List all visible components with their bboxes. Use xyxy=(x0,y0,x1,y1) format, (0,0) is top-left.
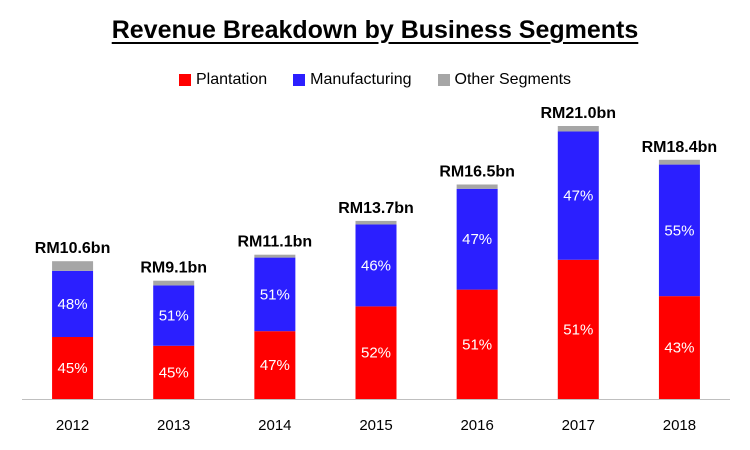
legend-swatch-plantation xyxy=(178,74,191,86)
bar-segment-plantation-2015 xyxy=(355,306,397,399)
bar-segment-other-segments-2017 xyxy=(557,126,599,132)
bar-segment-other-segments-2012 xyxy=(52,261,94,271)
data-label-plantation-2015: 52% xyxy=(361,345,391,362)
data-label-manufacturing-2012: 48% xyxy=(58,296,88,313)
x-tick-label-2013: 2013 xyxy=(157,417,190,434)
data-label-manufacturing-2015: 46% xyxy=(361,257,391,274)
data-label-manufacturing-2014: 51% xyxy=(260,286,290,303)
legend: Plantation Manufacturing Other Segments xyxy=(0,71,750,89)
bar-segment-other-segments-2015 xyxy=(355,220,397,225)
legend-item-plantation: Plantation xyxy=(178,71,268,89)
bar-segment-plantation-2013 xyxy=(153,345,195,399)
bar-segment-other-segments-2018 xyxy=(658,159,700,165)
data-label-plantation-2018: 43% xyxy=(664,340,694,357)
data-label-plantation-2014: 47% xyxy=(260,357,290,374)
data-label-manufacturing-2017: 47% xyxy=(563,188,593,205)
total-label-2014: RM11.1bn xyxy=(238,234,313,251)
bar-segment-plantation-2017 xyxy=(557,259,599,399)
x-tick-label-2017: 2017 xyxy=(562,417,595,434)
bar-segment-manufacturing-2016 xyxy=(456,188,498,290)
bar-segment-other-segments-2016 xyxy=(456,184,498,189)
x-tick-label-2014: 2014 xyxy=(258,417,291,434)
bar-segment-manufacturing-2018 xyxy=(658,164,700,297)
bar-segment-plantation-2016 xyxy=(456,289,498,399)
data-label-manufacturing-2018: 55% xyxy=(664,222,694,239)
legend-item-other-segments: Other Segments xyxy=(437,71,572,89)
bar-segment-manufacturing-2015 xyxy=(355,224,397,307)
total-label-2017: RM21.0bn xyxy=(540,105,616,122)
bar-segment-plantation-2014 xyxy=(254,331,296,399)
bar-segment-plantation-2018 xyxy=(658,296,700,399)
bar-segment-manufacturing-2012 xyxy=(52,270,94,337)
legend-label-plantation: Plantation xyxy=(195,71,268,88)
bar-segment-manufacturing-2017 xyxy=(557,131,599,260)
bar-segment-plantation-2012 xyxy=(52,336,94,399)
total-label-2013: RM9.1bn xyxy=(140,260,207,277)
legend-label-manufacturing: Manufacturing xyxy=(310,71,412,88)
x-tick-label-2012: 2012 xyxy=(56,417,89,434)
legend-label-other-segments: Other Segments xyxy=(454,71,572,88)
chart-title: Revenue Breakdown by Business Segments xyxy=(111,16,639,44)
legend-item-manufacturing: Manufacturing xyxy=(293,71,412,89)
total-label-2012: RM10.6bn xyxy=(35,240,111,257)
legend-swatch-other-segments xyxy=(437,74,450,86)
data-label-manufacturing-2013: 51% xyxy=(159,308,189,325)
total-label-2018: RM18.4bn xyxy=(642,139,718,156)
legend-swatch-manufacturing xyxy=(293,74,306,86)
bar-segment-other-segments-2014 xyxy=(254,254,296,258)
total-label-2016: RM16.5bn xyxy=(439,164,515,181)
x-tick-label-2016: 2016 xyxy=(460,417,493,434)
data-label-plantation-2016: 51% xyxy=(462,336,492,353)
x-tick-label-2015: 2015 xyxy=(359,417,392,434)
data-label-manufacturing-2016: 47% xyxy=(462,231,492,248)
bar-segment-manufacturing-2013 xyxy=(153,285,195,346)
bar-segment-other-segments-2013 xyxy=(153,280,195,286)
total-label-2015: RM13.7bn xyxy=(338,200,414,217)
data-label-plantation-2017: 51% xyxy=(563,321,593,338)
data-label-plantation-2012: 45% xyxy=(58,360,88,377)
x-tick-label-2018: 2018 xyxy=(663,417,696,434)
bar-segment-manufacturing-2014 xyxy=(254,257,296,332)
data-label-plantation-2013: 45% xyxy=(159,364,189,381)
